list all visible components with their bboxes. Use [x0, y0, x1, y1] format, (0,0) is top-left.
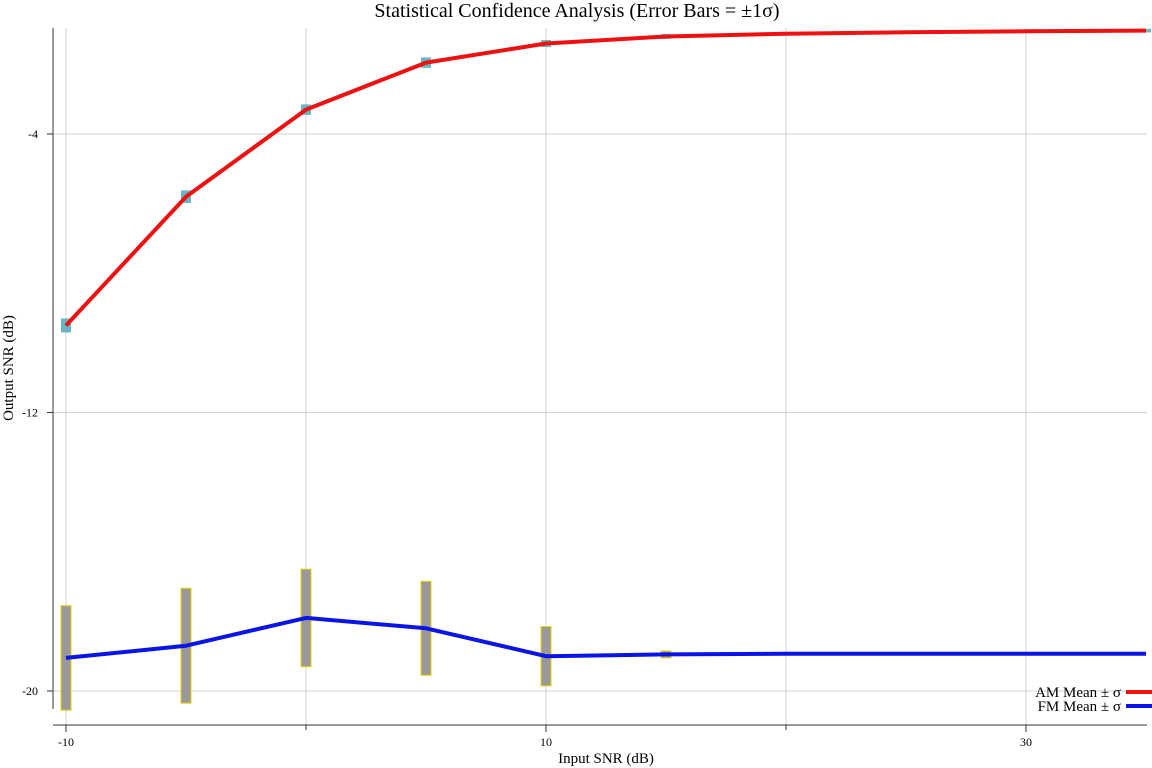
grid-layer: [53, 28, 1147, 725]
x-axis-label: Input SNR (dB): [558, 751, 654, 767]
y-axis-label: Output SNR (dB): [1, 315, 17, 421]
y-tick-label: -20: [22, 684, 38, 698]
legend-label: AM Mean ± σ: [1035, 685, 1121, 701]
y-tick-label: -12: [22, 406, 38, 420]
series-line: [65, 615, 1146, 660]
x-tick-label: 30: [1020, 735, 1032, 749]
fm-series: [60, 568, 1146, 711]
series-layer: [60, 28, 1151, 711]
y-tick-label: -4: [28, 127, 38, 141]
series-line: [64, 28, 1147, 327]
chart-title: Statistical Confidence Analysis (Error B…: [374, 0, 779, 22]
x-tick-label: 10: [540, 735, 552, 749]
axis-layer: -10 10 30 -20 -12 -4: [22, 28, 1147, 749]
legend: AM Mean ± σFM Mean ± σ: [1035, 685, 1152, 715]
legend-label: FM Mean ± σ: [1038, 699, 1121, 715]
am-series: [61, 28, 1151, 333]
x-tick-label: -10: [58, 735, 74, 749]
